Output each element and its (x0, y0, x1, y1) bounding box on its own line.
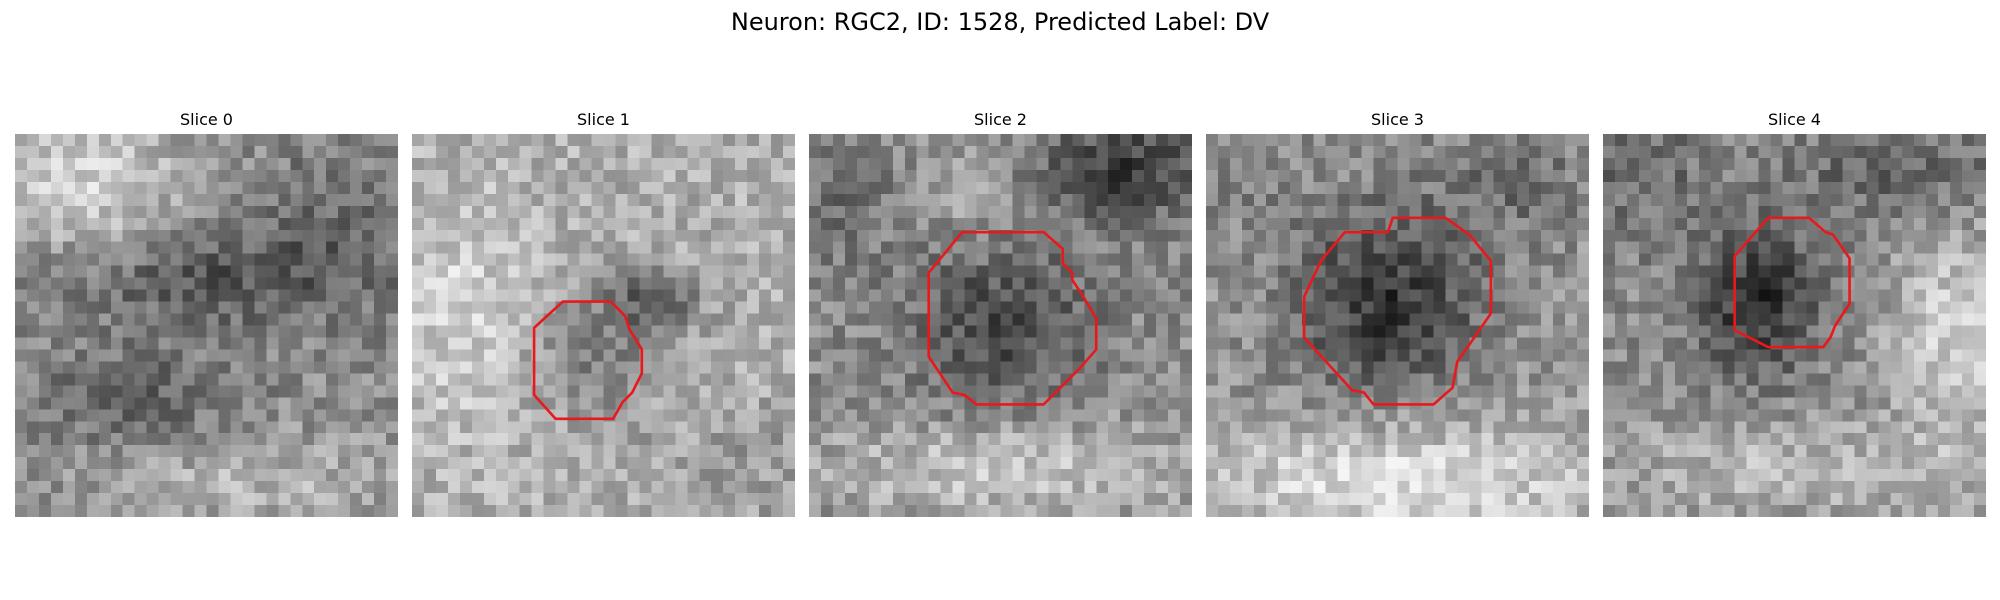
slice-3-image (1206, 134, 1589, 517)
slice-0-pixel-grid (15, 134, 398, 517)
slice-4-roi-contour (1733, 216, 1851, 349)
figure-title: Neuron: RGC2, ID: 1528, Predicted Label:… (730, 8, 1270, 36)
slice-2-image (809, 134, 1192, 517)
slice-3-roi-contour (1302, 216, 1493, 406)
slice-3-title: Slice 3 (1371, 110, 1424, 129)
slice-0-image (15, 134, 398, 517)
slice-1-title: Slice 1 (577, 110, 630, 129)
slice-4-pixel-grid (1603, 134, 1986, 517)
slice-4-image (1603, 134, 1986, 517)
slice-2-roi-contour (927, 230, 1098, 406)
slice-1-pixel-grid (412, 134, 795, 517)
slice-2-title: Slice 2 (974, 110, 1027, 129)
slice-4-title: Slice 4 (1768, 110, 1821, 129)
slice-2-pixel-grid (809, 134, 1192, 517)
slice-1-roi-contour (532, 300, 644, 421)
slice-0-title: Slice 0 (180, 110, 233, 129)
slice-3-pixel-grid (1206, 134, 1589, 517)
slice-1-image (412, 134, 795, 517)
